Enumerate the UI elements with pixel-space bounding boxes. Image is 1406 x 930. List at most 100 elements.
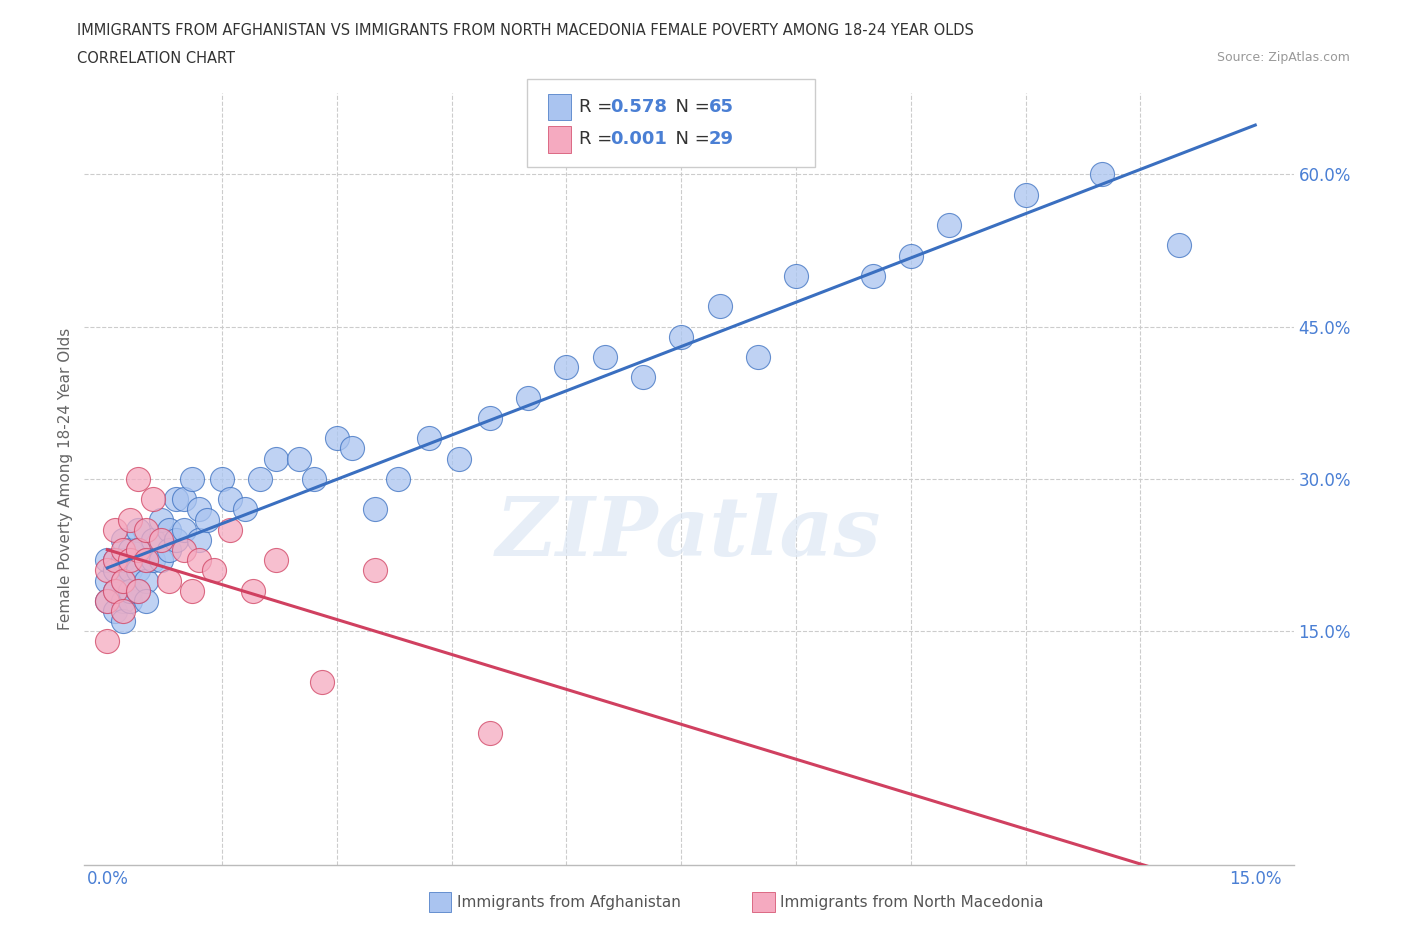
Point — [188, 502, 211, 517]
Text: R =: R = — [579, 98, 619, 116]
Point — [173, 523, 195, 538]
Point — [180, 472, 202, 486]
Text: Immigrants from Afghanistan: Immigrants from Afghanistan — [457, 895, 681, 910]
Point — [517, 391, 540, 405]
Text: R =: R = — [579, 130, 619, 149]
Point — [1091, 166, 1114, 181]
Point — [747, 350, 769, 365]
Point — [364, 502, 387, 517]
Point — [142, 492, 165, 507]
Point — [211, 472, 233, 486]
Point — [104, 563, 127, 578]
Point — [111, 552, 134, 567]
Point — [449, 451, 471, 466]
Point — [342, 441, 364, 456]
Point — [111, 533, 134, 548]
Point — [149, 533, 172, 548]
Point — [104, 604, 127, 618]
Point — [135, 573, 157, 588]
Point — [785, 269, 807, 284]
Point — [188, 552, 211, 567]
Text: 65: 65 — [709, 98, 734, 116]
Point — [478, 725, 501, 740]
Point — [120, 542, 142, 557]
Point — [157, 542, 180, 557]
Text: 29: 29 — [709, 130, 734, 149]
Point — [111, 573, 134, 588]
Point — [149, 552, 172, 567]
Point — [120, 563, 142, 578]
Point — [127, 472, 149, 486]
Point — [157, 523, 180, 538]
Point — [264, 552, 287, 567]
Text: CORRELATION CHART: CORRELATION CHART — [77, 51, 235, 66]
Point — [1167, 238, 1189, 253]
Point — [104, 552, 127, 567]
Point — [111, 542, 134, 557]
Point — [127, 583, 149, 598]
Point — [127, 563, 149, 578]
Point — [127, 523, 149, 538]
Point — [120, 512, 142, 527]
Point — [593, 350, 616, 365]
Point — [188, 533, 211, 548]
Point — [862, 269, 884, 284]
Point — [96, 552, 118, 567]
Text: IMMIGRANTS FROM AFGHANISTAN VS IMMIGRANTS FROM NORTH MACEDONIA FEMALE POVERTY AM: IMMIGRANTS FROM AFGHANISTAN VS IMMIGRANT… — [77, 23, 974, 38]
Text: ZIPatlas: ZIPatlas — [496, 493, 882, 573]
Point — [111, 593, 134, 608]
Text: 0.578: 0.578 — [610, 98, 668, 116]
Text: Source: ZipAtlas.com: Source: ZipAtlas.com — [1216, 51, 1350, 64]
Point — [387, 472, 409, 486]
Text: N =: N = — [664, 98, 716, 116]
Point — [195, 512, 218, 527]
Point — [218, 523, 240, 538]
Point — [1014, 187, 1036, 202]
Point — [233, 502, 256, 517]
Point — [96, 634, 118, 649]
Point — [111, 573, 134, 588]
Point — [418, 431, 440, 445]
Point — [127, 583, 149, 598]
Text: Immigrants from North Macedonia: Immigrants from North Macedonia — [780, 895, 1043, 910]
Point — [709, 299, 731, 313]
Point — [127, 542, 149, 557]
Point — [364, 563, 387, 578]
Point — [264, 451, 287, 466]
Point — [204, 563, 226, 578]
Point — [135, 523, 157, 538]
Point — [96, 573, 118, 588]
Point — [104, 583, 127, 598]
Point — [900, 248, 922, 263]
Point — [478, 410, 501, 425]
Point — [135, 593, 157, 608]
Point — [173, 542, 195, 557]
Point — [631, 370, 654, 385]
Point — [287, 451, 309, 466]
Point — [157, 573, 180, 588]
Point — [249, 472, 271, 486]
Point — [671, 329, 693, 344]
Point — [142, 533, 165, 548]
Point — [180, 583, 202, 598]
Point — [165, 533, 187, 548]
Text: N =: N = — [664, 130, 716, 149]
Point — [302, 472, 325, 486]
Point — [96, 593, 118, 608]
Point — [149, 512, 172, 527]
Point — [111, 614, 134, 629]
Y-axis label: Female Poverty Among 18-24 Year Olds: Female Poverty Among 18-24 Year Olds — [58, 328, 73, 631]
Point — [326, 431, 349, 445]
Point — [173, 492, 195, 507]
Point — [218, 492, 240, 507]
Point — [142, 552, 165, 567]
Point — [120, 593, 142, 608]
Point — [104, 583, 127, 598]
Point — [96, 593, 118, 608]
Point — [135, 552, 157, 567]
Point — [104, 552, 127, 567]
Point — [555, 360, 578, 375]
Point — [127, 542, 149, 557]
Point — [135, 552, 157, 567]
Point — [120, 552, 142, 567]
